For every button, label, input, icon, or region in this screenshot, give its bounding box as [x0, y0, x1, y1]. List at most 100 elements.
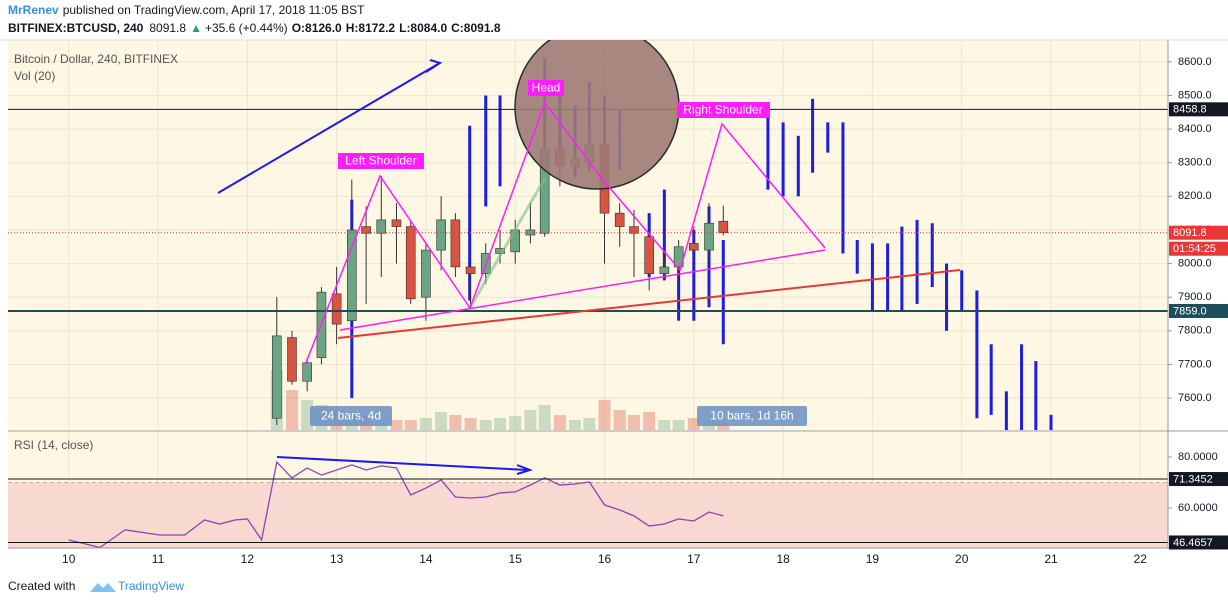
- projection-bar: [975, 290, 979, 419]
- price-label: 71.3452: [1173, 473, 1213, 485]
- candle-body: [614, 212, 625, 227]
- label-box: [677, 102, 770, 118]
- publish-line: MrRenev published on TradingView.com, Apr…: [8, 3, 365, 17]
- volume-bar: [494, 418, 507, 430]
- author: MrRenev: [8, 3, 59, 17]
- annotations: Left Shoulder Head Right Shoulder 24 bar…: [310, 80, 807, 426]
- volume-bar: [553, 415, 566, 430]
- candle-body: [391, 219, 402, 227]
- projection-bar: [960, 270, 964, 311]
- volume-bar: [613, 410, 626, 430]
- projection-bar: [1049, 414, 1053, 430]
- projection-bar: [781, 122, 785, 197]
- channel-line: [468, 177, 547, 309]
- volume-bar: [285, 390, 298, 430]
- projection-bar: [915, 219, 919, 304]
- candle-body: [704, 222, 714, 251]
- projection-bar: [900, 226, 904, 311]
- published: published on TradingView.com, April 17, …: [63, 3, 365, 17]
- volume-bar: [627, 415, 640, 430]
- price-label-box: [1169, 472, 1228, 487]
- candle-body: [436, 219, 446, 251]
- projection-bar: [826, 122, 830, 153]
- change: +35.6 (+0.44%): [205, 21, 288, 35]
- footer-brand[interactable]: TradingView: [118, 579, 184, 593]
- volume-bar: [672, 420, 685, 430]
- label-box: [338, 153, 424, 169]
- candle-body: [450, 219, 461, 268]
- symbol: BITFINEX:BTCUSD, 240: [8, 21, 144, 35]
- rsi-line: [68, 460, 724, 548]
- candle-body: [421, 249, 431, 298]
- candle-body: [644, 236, 654, 274]
- candle-body: [718, 220, 729, 234]
- projection-bar: [841, 122, 845, 254]
- candle-body: [659, 266, 670, 274]
- y-tick-label: 80.0000: [1178, 451, 1218, 463]
- price-label-box: [1169, 535, 1228, 550]
- projection-bar: [766, 108, 770, 190]
- volume-bar: [598, 400, 611, 430]
- x-tick-label: 21: [1044, 552, 1058, 566]
- price-label-box: [1169, 225, 1228, 240]
- x-tick-label: 15: [509, 552, 523, 566]
- price-label: 8091.8: [1173, 227, 1207, 239]
- divergence-arrow: [276, 456, 529, 471]
- volume-bar: [464, 418, 477, 430]
- neckline: [339, 249, 826, 331]
- volume-bar: [687, 418, 700, 430]
- annotation: Left Shoulder: [345, 154, 416, 168]
- projection-bar: [945, 263, 949, 331]
- projection-bar: [1020, 344, 1024, 430]
- volume-bar: [538, 405, 551, 430]
- head-shoulders: [304, 101, 826, 366]
- x-tick-label: 18: [776, 552, 790, 566]
- x-tick-label: 12: [241, 552, 255, 566]
- candle-body: [287, 337, 297, 382]
- projection-bar: [811, 98, 815, 173]
- countdown: 01:54:25: [1173, 243, 1216, 255]
- annotation: Right Shoulder: [683, 103, 762, 117]
- volume-bar: [419, 418, 432, 430]
- projection-bar: [989, 344, 993, 415]
- x-tick-label: 11: [152, 552, 165, 566]
- volume-bar: [390, 420, 403, 430]
- y-tick-label: 7700.0: [1178, 358, 1212, 370]
- x-tick-label: 13: [330, 552, 344, 566]
- last: 8091.8: [149, 21, 186, 35]
- projection-bar: [468, 125, 472, 301]
- quote-line: BITFINEX:BTCUSD, 240 8091.8 ▲ +35.6 (+0.44%…: [8, 21, 501, 35]
- y-tick-label: 60.0000: [1178, 502, 1218, 514]
- x-tick-label: 20: [955, 552, 969, 566]
- volume-bar: [404, 420, 417, 430]
- x-tick-label: 19: [866, 552, 880, 566]
- projection-bar: [498, 95, 502, 187]
- x-tick-label: 22: [1134, 552, 1148, 566]
- projection-bar: [1004, 391, 1008, 430]
- arrow-head: [425, 59, 443, 73]
- candle-body: [361, 226, 371, 234]
- volume-title: Vol (20): [14, 69, 55, 83]
- price-label-box: [1169, 303, 1228, 318]
- volume-bar: [569, 420, 582, 430]
- volume-bar: [643, 412, 656, 430]
- x-tick-label: 14: [419, 552, 433, 566]
- y-tick-label: 8200.0: [1178, 190, 1212, 202]
- y-tick-label: 8000.0: [1178, 257, 1212, 269]
- candle-body: [689, 243, 699, 251]
- label-box: [528, 80, 564, 96]
- volume-bar: [509, 416, 522, 430]
- ohlc: L:8084.0: [399, 21, 447, 35]
- label-box: [697, 406, 807, 426]
- volume-bar: [524, 410, 537, 430]
- annotation: 10 bars, 1d 16h: [710, 409, 793, 423]
- price-label-box: [1169, 102, 1228, 117]
- rsi-title: RSI (14, close): [14, 438, 93, 452]
- rsi-layer: [8, 432, 1168, 548]
- projection-bar: [484, 95, 488, 207]
- candle-body: [347, 229, 357, 322]
- ohlc: O:8126.0: [292, 21, 342, 35]
- ohlc: H:8172.2: [346, 21, 396, 35]
